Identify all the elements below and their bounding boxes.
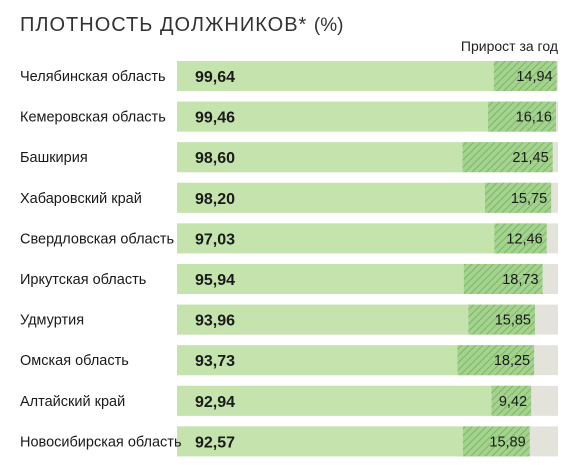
growth-label: 15,85	[495, 313, 531, 329]
value-label: 95,94	[195, 272, 235, 289]
value-label: 98,20	[195, 191, 235, 208]
growth-column-header: Прирост за год	[460, 38, 558, 54]
growth-label: 14,94	[516, 69, 552, 85]
region-label: Удмуртия	[20, 313, 84, 329]
growth-bar	[462, 426, 530, 457]
value-label: 99,64	[195, 69, 235, 86]
region-label: Хабаровский край	[20, 191, 142, 207]
growth-bar	[462, 142, 553, 173]
value-label: 93,96	[195, 313, 235, 330]
chart-title-unit: (%)	[313, 15, 344, 36]
growth-bar	[488, 101, 556, 132]
growth-label: 21,45	[512, 150, 548, 166]
growth-label: 9,42	[499, 394, 527, 410]
region-label: Свердловская область	[20, 231, 174, 247]
value-bar	[177, 385, 532, 416]
value-bar	[177, 61, 557, 91]
value-label: 98,60	[195, 150, 235, 167]
region-label: Новосибирская область	[20, 434, 182, 450]
growth-label: 16,16	[516, 110, 552, 126]
growth-label: 18,73	[502, 272, 538, 288]
value-label: 92,94	[195, 394, 235, 411]
region-label: Алтайский край	[20, 394, 125, 410]
value-label: 92,57	[195, 434, 235, 451]
growth-label: 18,25	[494, 353, 530, 369]
growth-bar	[494, 223, 547, 254]
growth-bar	[493, 61, 557, 91]
chart-title: ПЛОТНОСТЬ ДОЛЖНИКОВ* (%)	[20, 14, 343, 37]
growth-label: 15,75	[511, 191, 547, 207]
region-label: Челябинская область	[20, 69, 166, 85]
chart-title-text: ПЛОТНОСТЬ ДОЛЖНИКОВ*	[20, 14, 308, 36]
region-label: Омская область	[20, 353, 129, 369]
value-label: 93,73	[195, 353, 235, 370]
value-label: 99,46	[195, 110, 235, 127]
growth-label: 12,46	[506, 231, 542, 247]
region-label: Башкирия	[20, 150, 88, 166]
value-bar	[177, 223, 547, 254]
growth-bar	[457, 345, 535, 376]
value-label: 97,03	[195, 231, 235, 248]
growth-bar	[463, 264, 543, 294]
growth-label: 15,89	[489, 434, 525, 450]
growth-bar	[484, 182, 552, 213]
region-label: Иркутская область	[20, 272, 146, 288]
growth-bar	[491, 385, 532, 416]
growth-bar	[468, 304, 535, 335]
region-label: Кемеровская область	[20, 110, 166, 126]
